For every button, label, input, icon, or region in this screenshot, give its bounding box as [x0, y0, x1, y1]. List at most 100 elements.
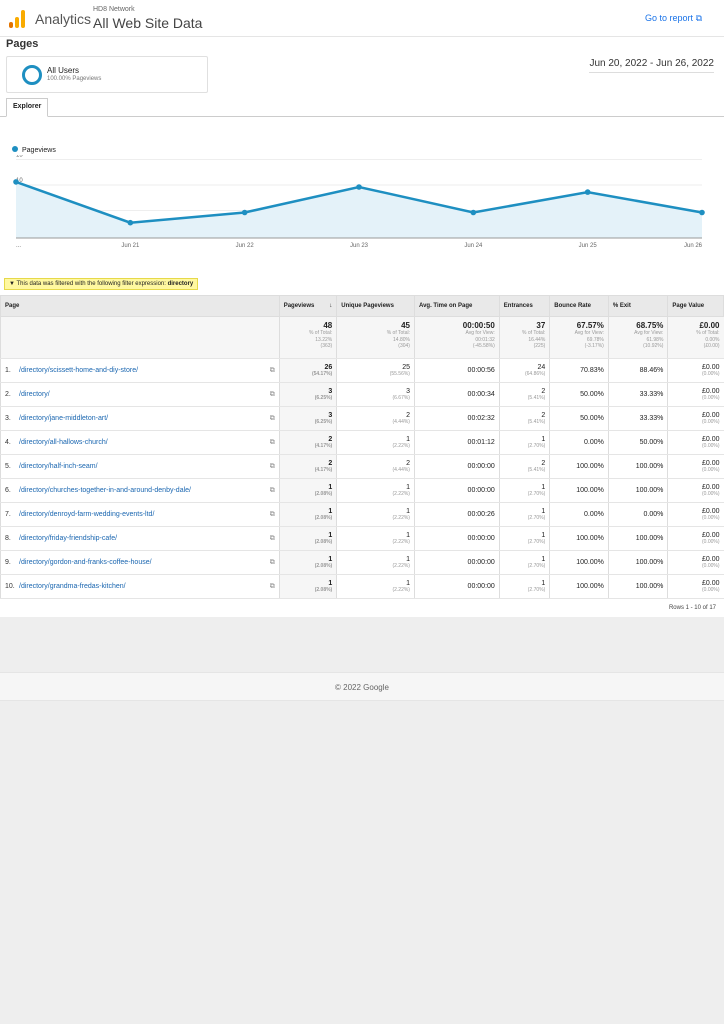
unique-pct: (2.22%)	[392, 538, 410, 545]
total-cell: 48% of Total: 13.22% (363)	[278, 316, 337, 359]
row-number: 5.	[5, 462, 11, 470]
page-link[interactable]: /directory/	[19, 390, 50, 398]
entrances-pct: (5.41%)	[527, 394, 546, 401]
page-value: £0.00	[701, 555, 720, 563]
page-link[interactable]: /directory/friday-friendship-cafe/	[19, 534, 118, 542]
total-compare-extra: (225)	[533, 343, 546, 349]
total-cell: 45% of Total: 14.80% (304)	[336, 316, 415, 359]
property-name[interactable]: All Web Site Data	[93, 15, 203, 31]
total-compare: 00:01:32	[475, 336, 495, 343]
unique-pct: (4.44%)	[392, 418, 410, 425]
go-to-report-link[interactable]: Go to report ⧉	[645, 13, 702, 24]
page-link[interactable]: /directory/jane-middleton-art/	[19, 414, 109, 422]
column-header[interactable]: Entrances	[498, 295, 551, 317]
pageviews-cell: 3 (6.25%)	[278, 382, 337, 407]
entrances-cell: 2 (5.41%)	[498, 406, 550, 431]
row-number: 10.	[5, 582, 15, 590]
column-header[interactable]: Page	[0, 295, 280, 317]
row-number: 6.	[5, 486, 11, 494]
pageviews-cell: 3 (6.25%)	[278, 406, 337, 431]
entrances-pct: (64.86%)	[524, 370, 546, 377]
brand: Analytics	[35, 11, 92, 27]
entrances: 24	[537, 363, 546, 371]
page-value-cell: £0.00 (0.00%)	[667, 358, 724, 383]
page-link[interactable]: /directory/churches-together-in-and-arou…	[19, 486, 191, 494]
page-value-pct: (0.00%)	[701, 394, 720, 401]
pageviews-pct: (2.08%)	[314, 490, 333, 497]
exit-cell: 0.00%	[607, 502, 668, 527]
pageviews: 3	[328, 387, 333, 395]
unique-pct: (6.67%)	[392, 394, 410, 401]
open-page-icon[interactable]: ⧉	[269, 534, 275, 542]
total-compare-extra: (-45.58%)	[472, 343, 495, 349]
page-cell: 6. /directory/churches-together-in-and-ar…	[0, 478, 280, 503]
total-compare-extra: (304)	[398, 343, 410, 349]
page-link[interactable]: /directory/denroyd-farm-wedding-events-l…	[19, 510, 155, 518]
open-page-icon[interactable]: ⧉	[269, 510, 275, 518]
segment-all-users[interactable]: All Users 100.00% Pageviews	[6, 56, 208, 93]
open-page-icon[interactable]: ⧉	[269, 366, 275, 374]
total-compare: 13.22%	[315, 336, 333, 343]
date-range-picker[interactable]: Jun 20, 2022 - Jun 26, 2022	[589, 58, 714, 73]
x-tick-label: Jun 23	[350, 243, 369, 249]
open-page-icon[interactable]: ⧉	[269, 414, 275, 422]
entrances: 2	[541, 387, 546, 395]
open-page-icon[interactable]: ⧉	[269, 558, 275, 566]
column-header[interactable]: Pageviews ↓	[278, 295, 338, 317]
open-page-icon[interactable]: ⧉	[269, 486, 275, 494]
column-header[interactable]: Avg. Time on Page	[413, 295, 500, 317]
avg-time-cell: 00:00:00	[413, 550, 500, 575]
bounce-rate-cell: 100.00%	[549, 526, 609, 551]
pageviews: 2	[328, 435, 333, 443]
open-page-icon[interactable]: ⧉	[269, 390, 275, 398]
entrances: 2	[541, 459, 546, 467]
table-row: 10. /directory/grandma-fredas-kitchen/ ⧉ 1…	[0, 574, 724, 599]
page-cell: 7. /directory/denroyd-farm-wedding-events…	[0, 502, 280, 527]
entrances: 1	[541, 555, 546, 563]
entrances-pct: (2.70%)	[527, 538, 546, 545]
entrances-pct: (2.70%)	[527, 442, 546, 449]
page-link[interactable]: /directory/all-hallows-church/	[19, 438, 108, 446]
total-compare: 0.00%	[705, 336, 720, 343]
tab-explorer[interactable]: Explorer	[6, 98, 49, 117]
total-label: % of Total:	[696, 330, 720, 336]
pageviews-cell: 2 (4.17%)	[278, 454, 337, 479]
page-link[interactable]: /directory/scissett-home-and-diy-store/	[19, 366, 139, 374]
open-page-icon[interactable]: ⧉	[269, 582, 275, 590]
page-value: £0.00	[701, 579, 720, 587]
open-page-icon[interactable]: ⧉	[269, 462, 275, 470]
table-row: 2./directory/⧉ 3 (6.25%) 3 (6.67%) 00:00:3…	[0, 382, 724, 407]
unique-pageviews: 1	[406, 579, 410, 587]
open-page-icon[interactable]: ⧉	[269, 438, 275, 446]
pageviews: 1	[328, 579, 333, 587]
column-header[interactable]: Unique Pageviews	[336, 295, 415, 317]
pageviews-pct: (6.25%)	[314, 418, 333, 425]
page-cell: 1. /directory/scissett-home-and-diy-store…	[0, 358, 280, 383]
total-cell: 00:00:50 Avg for View: 00:01:32 (-45.58%)	[413, 316, 500, 359]
pageviews-cell: 1 (2.08%)	[278, 502, 337, 527]
column-header[interactable]: Bounce Rate	[549, 295, 609, 317]
entrances: 2	[541, 411, 546, 419]
page-link[interactable]: /directory/grandma-fredas-kitchen/	[19, 582, 126, 590]
total-value: 37	[536, 321, 546, 330]
column-header[interactable]: % Exit	[607, 295, 669, 317]
exit-cell: 33.33%	[607, 382, 668, 407]
pageviews-cell: 1 (2.08%)	[278, 478, 337, 503]
unique-pageviews: 2	[406, 411, 410, 419]
page-value-pct: (0.00%)	[701, 490, 720, 497]
page-cell: 10. /directory/grandma-fredas-kitchen/ ⧉	[0, 574, 280, 599]
page-value-cell: £0.00 (0.00%)	[667, 454, 724, 479]
avg-time-cell: 00:00:00	[413, 454, 500, 479]
page-link[interactable]: /directory/half-inch-seam/	[19, 462, 98, 470]
unique-pct: (2.22%)	[392, 490, 410, 497]
data-point	[13, 179, 19, 185]
filter-text: This data was filtered with the followin…	[16, 281, 166, 287]
entrances-cell: 24 (64.86%)	[498, 358, 550, 383]
page-value-cell: £0.00 (0.00%)	[667, 382, 724, 407]
total-cell: 37% of Total: 16.44% (225)	[498, 316, 550, 359]
entrances-cell: 1 (2.70%)	[498, 502, 550, 527]
entrances-cell: 1 (2.70%)	[498, 526, 550, 551]
page-link[interactable]: /directory/gordon-and-franks-coffee-hous…	[19, 558, 152, 566]
column-header[interactable]: Page Value	[667, 295, 724, 317]
totals-page	[0, 316, 280, 359]
